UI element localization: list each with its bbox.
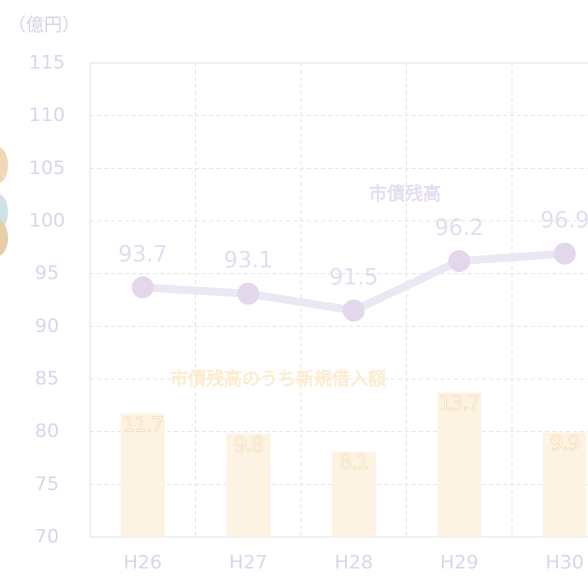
bar-value-label: 8.1 [339, 450, 368, 474]
y-tick-label: 110 [29, 104, 65, 126]
bar-value-label: 13.7 [439, 391, 480, 415]
line-point [554, 243, 576, 265]
line-point [343, 300, 365, 322]
x-tick-label: H30 [546, 552, 584, 574]
y-tick-label: 90 [35, 315, 59, 337]
x-tick-label: H27 [229, 552, 267, 574]
line-point [448, 250, 470, 272]
y-tick-label: 75 [35, 473, 59, 495]
series-label: 市債残高のうち新規借入額 [170, 368, 386, 390]
series-label: 市債残高 [369, 183, 441, 205]
bar-value-label: 9.8 [234, 432, 263, 456]
line-value-label: 96.9 [540, 209, 588, 234]
page: （億円） 70 75 80 85 90 95 100 105 110 115 H26 H27 H28 H2… [0, 0, 588, 580]
y-tick-label: 80 [35, 420, 59, 442]
line-value-label: 91.5 [329, 266, 378, 291]
y-tick-label: 105 [29, 157, 65, 179]
x-tick-label: H29 [440, 552, 478, 574]
y-tick-label: 70 [35, 526, 59, 548]
y-unit-label: （億円） [8, 15, 80, 36]
x-tick-label: H28 [335, 552, 373, 574]
y-tick-label: 115 [29, 52, 65, 74]
decoration [0, 220, 8, 256]
chart: （億円） 70 75 80 85 90 95 100 105 110 115 H26 H27 H28 H2… [0, 0, 588, 580]
line-value-label: 93.7 [118, 242, 167, 267]
x-tick-label: H26 [124, 552, 162, 574]
y-tick-label: 100 [29, 210, 65, 232]
line-point [132, 276, 154, 298]
line-value-label: 96.2 [435, 216, 484, 241]
y-tick-label: 95 [35, 262, 59, 284]
bar-value-label: 11.7 [122, 412, 163, 436]
line-value-label: 93.1 [224, 249, 273, 274]
decoration [0, 147, 8, 183]
y-tick-label: 85 [35, 368, 59, 390]
bar-value-label: 9.9 [550, 431, 579, 455]
line-point [237, 283, 259, 305]
